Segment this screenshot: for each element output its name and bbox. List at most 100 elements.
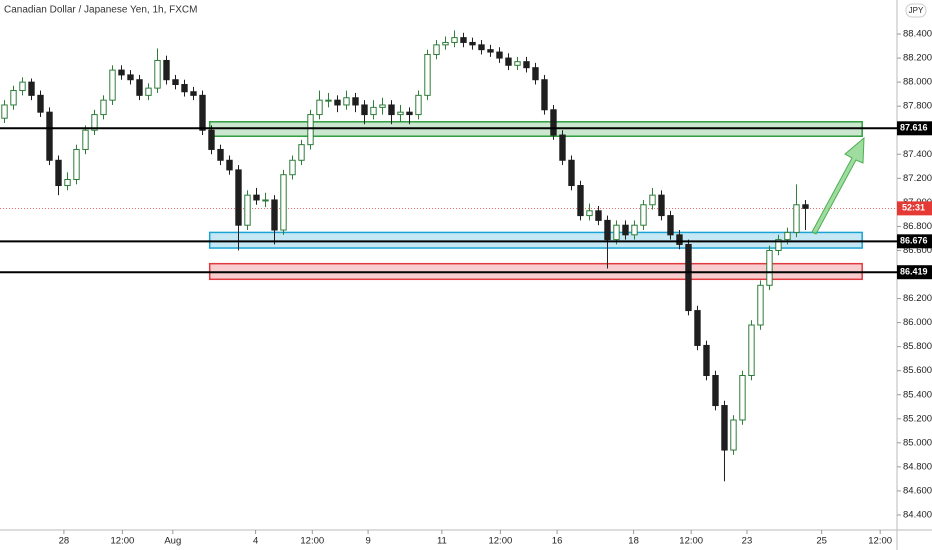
candle-body [199,94,206,131]
candle-body [208,129,215,150]
candle-body [325,99,332,102]
candle-body [235,169,242,226]
candle-body [217,148,224,161]
candle-body [568,159,575,187]
currency-badge[interactable] [905,3,927,18]
candle-body [703,344,710,376]
candle-body [802,204,809,209]
candle-body [676,234,683,245]
candle-body [100,99,107,116]
candle-body [370,106,377,116]
level-price-label: 87.616 [900,123,928,133]
candle-body [640,204,647,226]
level-price-box [897,265,932,280]
candle-body [784,231,791,241]
candle-body [82,129,89,150]
candle-body [145,87,152,96]
candle-body [622,224,629,236]
level-price-label: 86.676 [900,236,928,246]
y-tick-label: 85.800 [903,341,932,352]
candle-body [550,109,557,136]
level-price-label: 86.419 [900,267,928,277]
x-tick-label: 12:00 [868,536,892,547]
candle-body [172,79,179,86]
candle-body [244,194,251,226]
candle-body [460,37,467,43]
candle-body [289,159,296,176]
x-tick-label: 25 [816,536,827,547]
x-tick-label: 11 [437,536,447,547]
x-tick-label: 9 [365,536,370,547]
candle-body [694,310,701,346]
candle-body [757,284,764,326]
candle-body [73,148,80,181]
candle-body [55,159,62,187]
candle-body [316,99,323,116]
candle-body [595,210,602,221]
y-tick-label: 86.200 [903,293,932,304]
candle-body [28,81,35,96]
chart-title: Canadian Dollar / Japanese Yen, 1h, FXCM [4,5,197,16]
candle-body [163,59,170,81]
x-tick-label: 12:00 [488,536,512,547]
candle-body [577,185,584,217]
candle-body [685,243,692,312]
y-tick-label: 87.200 [903,173,932,184]
countdown-box [897,201,932,216]
candle-body [613,224,620,241]
x-tick-label: 4 [253,536,258,547]
candle-body [379,104,386,108]
candle-body [748,324,755,376]
y-tick-label: 88.200 [903,53,932,64]
candle-body [388,104,395,116]
candle-body [541,79,548,111]
candle-body [505,57,512,66]
candle-body [361,104,368,116]
candle-body [739,374,746,421]
x-tick-label: 16 [552,536,563,547]
candle-body [181,84,188,93]
y-tick-label: 86.600 [903,245,932,256]
candle-body [352,97,359,106]
y-tick-label: 87.800 [903,101,932,112]
zone [208,231,863,249]
candle-body [514,61,521,66]
candle-body [253,194,260,201]
candle-body [19,81,26,92]
candle-body [478,44,485,51]
candle-body [262,199,269,202]
y-tick-label: 85.200 [903,413,932,424]
x-tick-label: 23 [742,536,753,547]
candle-body [559,134,566,161]
forecast-arrow [811,136,865,235]
candle-body [46,111,53,161]
candle-body [127,74,134,81]
x-tick-label: 28 [59,536,70,547]
y-tick-label: 84.400 [903,509,932,520]
candle-body [406,111,413,116]
candle-body [442,41,449,46]
candle-body [667,215,674,236]
candle-body [64,179,71,187]
candle-body [280,174,287,231]
candle-body [658,194,665,217]
y-tick-label: 86.000 [903,317,932,328]
candle-body [487,49,494,53]
candle-body [343,97,350,106]
candle-body [109,69,116,101]
candle-body [604,219,611,241]
y-tick-label: 85.400 [903,389,932,400]
candle-body [415,94,422,116]
candle-body [118,69,125,76]
candle-body [154,59,161,89]
candle-body [496,51,503,59]
candle-body [397,111,404,116]
x-tick-label: Aug [164,536,181,547]
candle-body [424,53,431,96]
candle-body [730,419,737,451]
x-tick-label: 12:00 [300,536,324,547]
candle-body [586,210,593,217]
y-tick-label: 84.600 [903,485,932,496]
